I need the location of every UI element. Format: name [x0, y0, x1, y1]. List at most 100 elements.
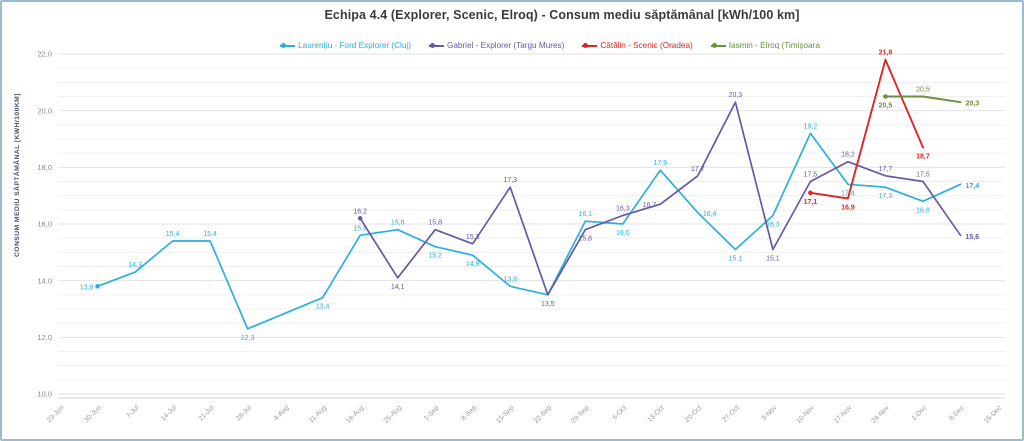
data-label: 15,6 [965, 234, 979, 241]
legend-label: Cătălin - Scenic (Oradea) [600, 41, 693, 50]
data-label: 17,1 [804, 199, 818, 206]
data-label: 16,8 [916, 207, 930, 214]
data-label: 18,2 [841, 152, 855, 159]
data-label: 13,5 [541, 301, 555, 308]
data-label: 16,7 [643, 202, 657, 209]
data-label: 14,9 [466, 261, 480, 268]
legend-item-catalin: Cătălin - Scenic (Oradea) [582, 41, 693, 50]
x-tick-label: 30-Jun [83, 404, 103, 424]
x-tick-label: 8-Sep [460, 404, 478, 422]
legend-item-laurentiu: Laurențiu - Ford Explorer (Cluj) [280, 41, 411, 50]
data-label: 21,8 [879, 50, 893, 57]
y-tick-label: 12,0 [37, 333, 52, 342]
data-label: 18,7 [916, 154, 930, 161]
data-label: 16,3 [766, 222, 780, 229]
y-tick-label: 16,0 [37, 220, 52, 229]
x-tick-label: 14-Jul [160, 404, 178, 422]
x-tick-label: 15-Dec [983, 404, 1004, 425]
series-start-marker [883, 94, 888, 99]
x-tick-label: 8-Dec [948, 404, 966, 422]
x-tick-label: 21-Jul [197, 404, 215, 422]
x-tick-label: 7-Jul [125, 404, 141, 420]
series-line-2 [809, 58, 924, 200]
line-marker-icon [710, 43, 726, 48]
data-label: 16,2 [353, 208, 367, 215]
data-label: 15,1 [729, 256, 743, 263]
data-label: 15,8 [391, 220, 405, 227]
series-line-0 [96, 132, 962, 330]
data-label: 17,3 [503, 177, 517, 184]
x-tick-label: 3-Nov [761, 404, 779, 422]
data-label: 17,4 [841, 190, 855, 197]
x-tick-label: 28-Jul [235, 404, 253, 422]
data-label: 20,3 [729, 92, 743, 99]
data-label: 17,4 [965, 183, 979, 190]
data-label: 13,4 [316, 304, 330, 311]
x-tick-label: 13-Oct [646, 404, 665, 423]
x-tick-label: 20-Oct [684, 404, 703, 423]
x-tick-label: 10-Nov [795, 404, 816, 425]
data-label: 14,3 [128, 262, 142, 269]
chart-title: Echipa 4.4 (Explorer, Scenic, Elroq) - C… [324, 8, 800, 22]
x-tick-label: 22-Sep [533, 404, 554, 425]
y-tick-label: 20,0 [37, 106, 52, 115]
data-label: 13,8 [80, 284, 94, 291]
x-tick-label: 24-Nov [870, 404, 891, 425]
data-label: 15,4 [166, 231, 180, 238]
x-tick-label: 1-Sep [423, 404, 441, 422]
x-tick-label: 27-Oct [721, 404, 740, 423]
data-label: 16,9 [841, 205, 855, 212]
x-tick-label: 18-Aug [345, 404, 366, 425]
data-label: 15,6 [353, 225, 367, 232]
data-label: 20,5 [879, 103, 893, 110]
chart-legend: Laurențiu - Ford Explorer (Cluj) Gabriel… [40, 41, 1022, 50]
data-label: 17,3 [879, 193, 893, 200]
legend-label: Gabriel - Explorer (Targu Mures) [446, 41, 565, 50]
data-label: 16,3 [616, 206, 630, 213]
y-tick-label: 10,0 [37, 390, 52, 399]
data-label: 16,0 [616, 230, 630, 237]
y-tick-label: 14,0 [37, 276, 52, 285]
x-tick-label: 6-Oct [612, 404, 629, 421]
data-label: 20,3 [965, 101, 979, 108]
x-tick-label: 29-Sep [570, 404, 591, 425]
line-marker-icon [428, 43, 444, 48]
data-label: 19,2 [804, 123, 818, 130]
data-label: 15,2 [428, 253, 442, 260]
series-start-marker [808, 190, 813, 196]
data-label: 17,7 [879, 166, 893, 173]
legend-label: Laurențiu - Ford Explorer (Cluj) [298, 41, 411, 50]
data-label: 20,5 [916, 87, 930, 94]
data-label: 16,4 [703, 211, 717, 218]
series-start-marker [357, 216, 363, 221]
x-tick-label: 25-Aug [383, 404, 404, 425]
line-marker-icon [280, 43, 296, 48]
x-tick-label: 11-Aug [308, 404, 328, 424]
legend-item-iasmin: Iasmin - Elroq (Timișoara [710, 41, 820, 50]
data-label: 15,3 [466, 234, 480, 241]
x-tick-label: 15-Sep [495, 404, 516, 425]
data-label: 13,8 [503, 276, 517, 283]
series-start-marker [95, 284, 100, 289]
series-line-3 [884, 95, 962, 104]
legend-item-gabriel: Gabriel - Explorer (Targu Mures) [428, 41, 565, 50]
data-label: 14,1 [391, 284, 405, 291]
data-label: 15,8 [578, 236, 592, 243]
data-label: 17,5 [916, 172, 930, 179]
data-label: 12,3 [241, 335, 255, 342]
legend-label: Iasmin - Elroq (Timișoara [728, 41, 820, 50]
data-label: 16,1 [578, 211, 592, 218]
y-tick-label: 18,0 [37, 163, 52, 172]
x-tick-label: 17-Nov [833, 404, 854, 425]
data-label: 17,7 [691, 166, 705, 173]
data-label: 17,9 [654, 160, 668, 167]
x-tick-label: 23-Jun [46, 404, 66, 424]
data-label: 15,4 [203, 231, 217, 238]
data-label: 15,1 [766, 256, 780, 263]
y-tick-label: 22,0 [37, 50, 52, 59]
line-marker-icon [582, 43, 598, 48]
data-label: 17,5 [804, 172, 818, 179]
x-tick-label: 4-Aug [273, 404, 291, 422]
x-tick-label: 1-Dec [911, 404, 929, 422]
